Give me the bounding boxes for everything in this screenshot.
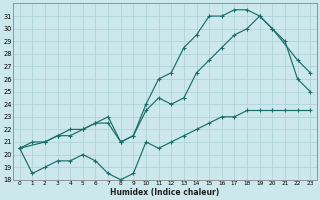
X-axis label: Humidex (Indice chaleur): Humidex (Indice chaleur) (110, 188, 220, 197)
